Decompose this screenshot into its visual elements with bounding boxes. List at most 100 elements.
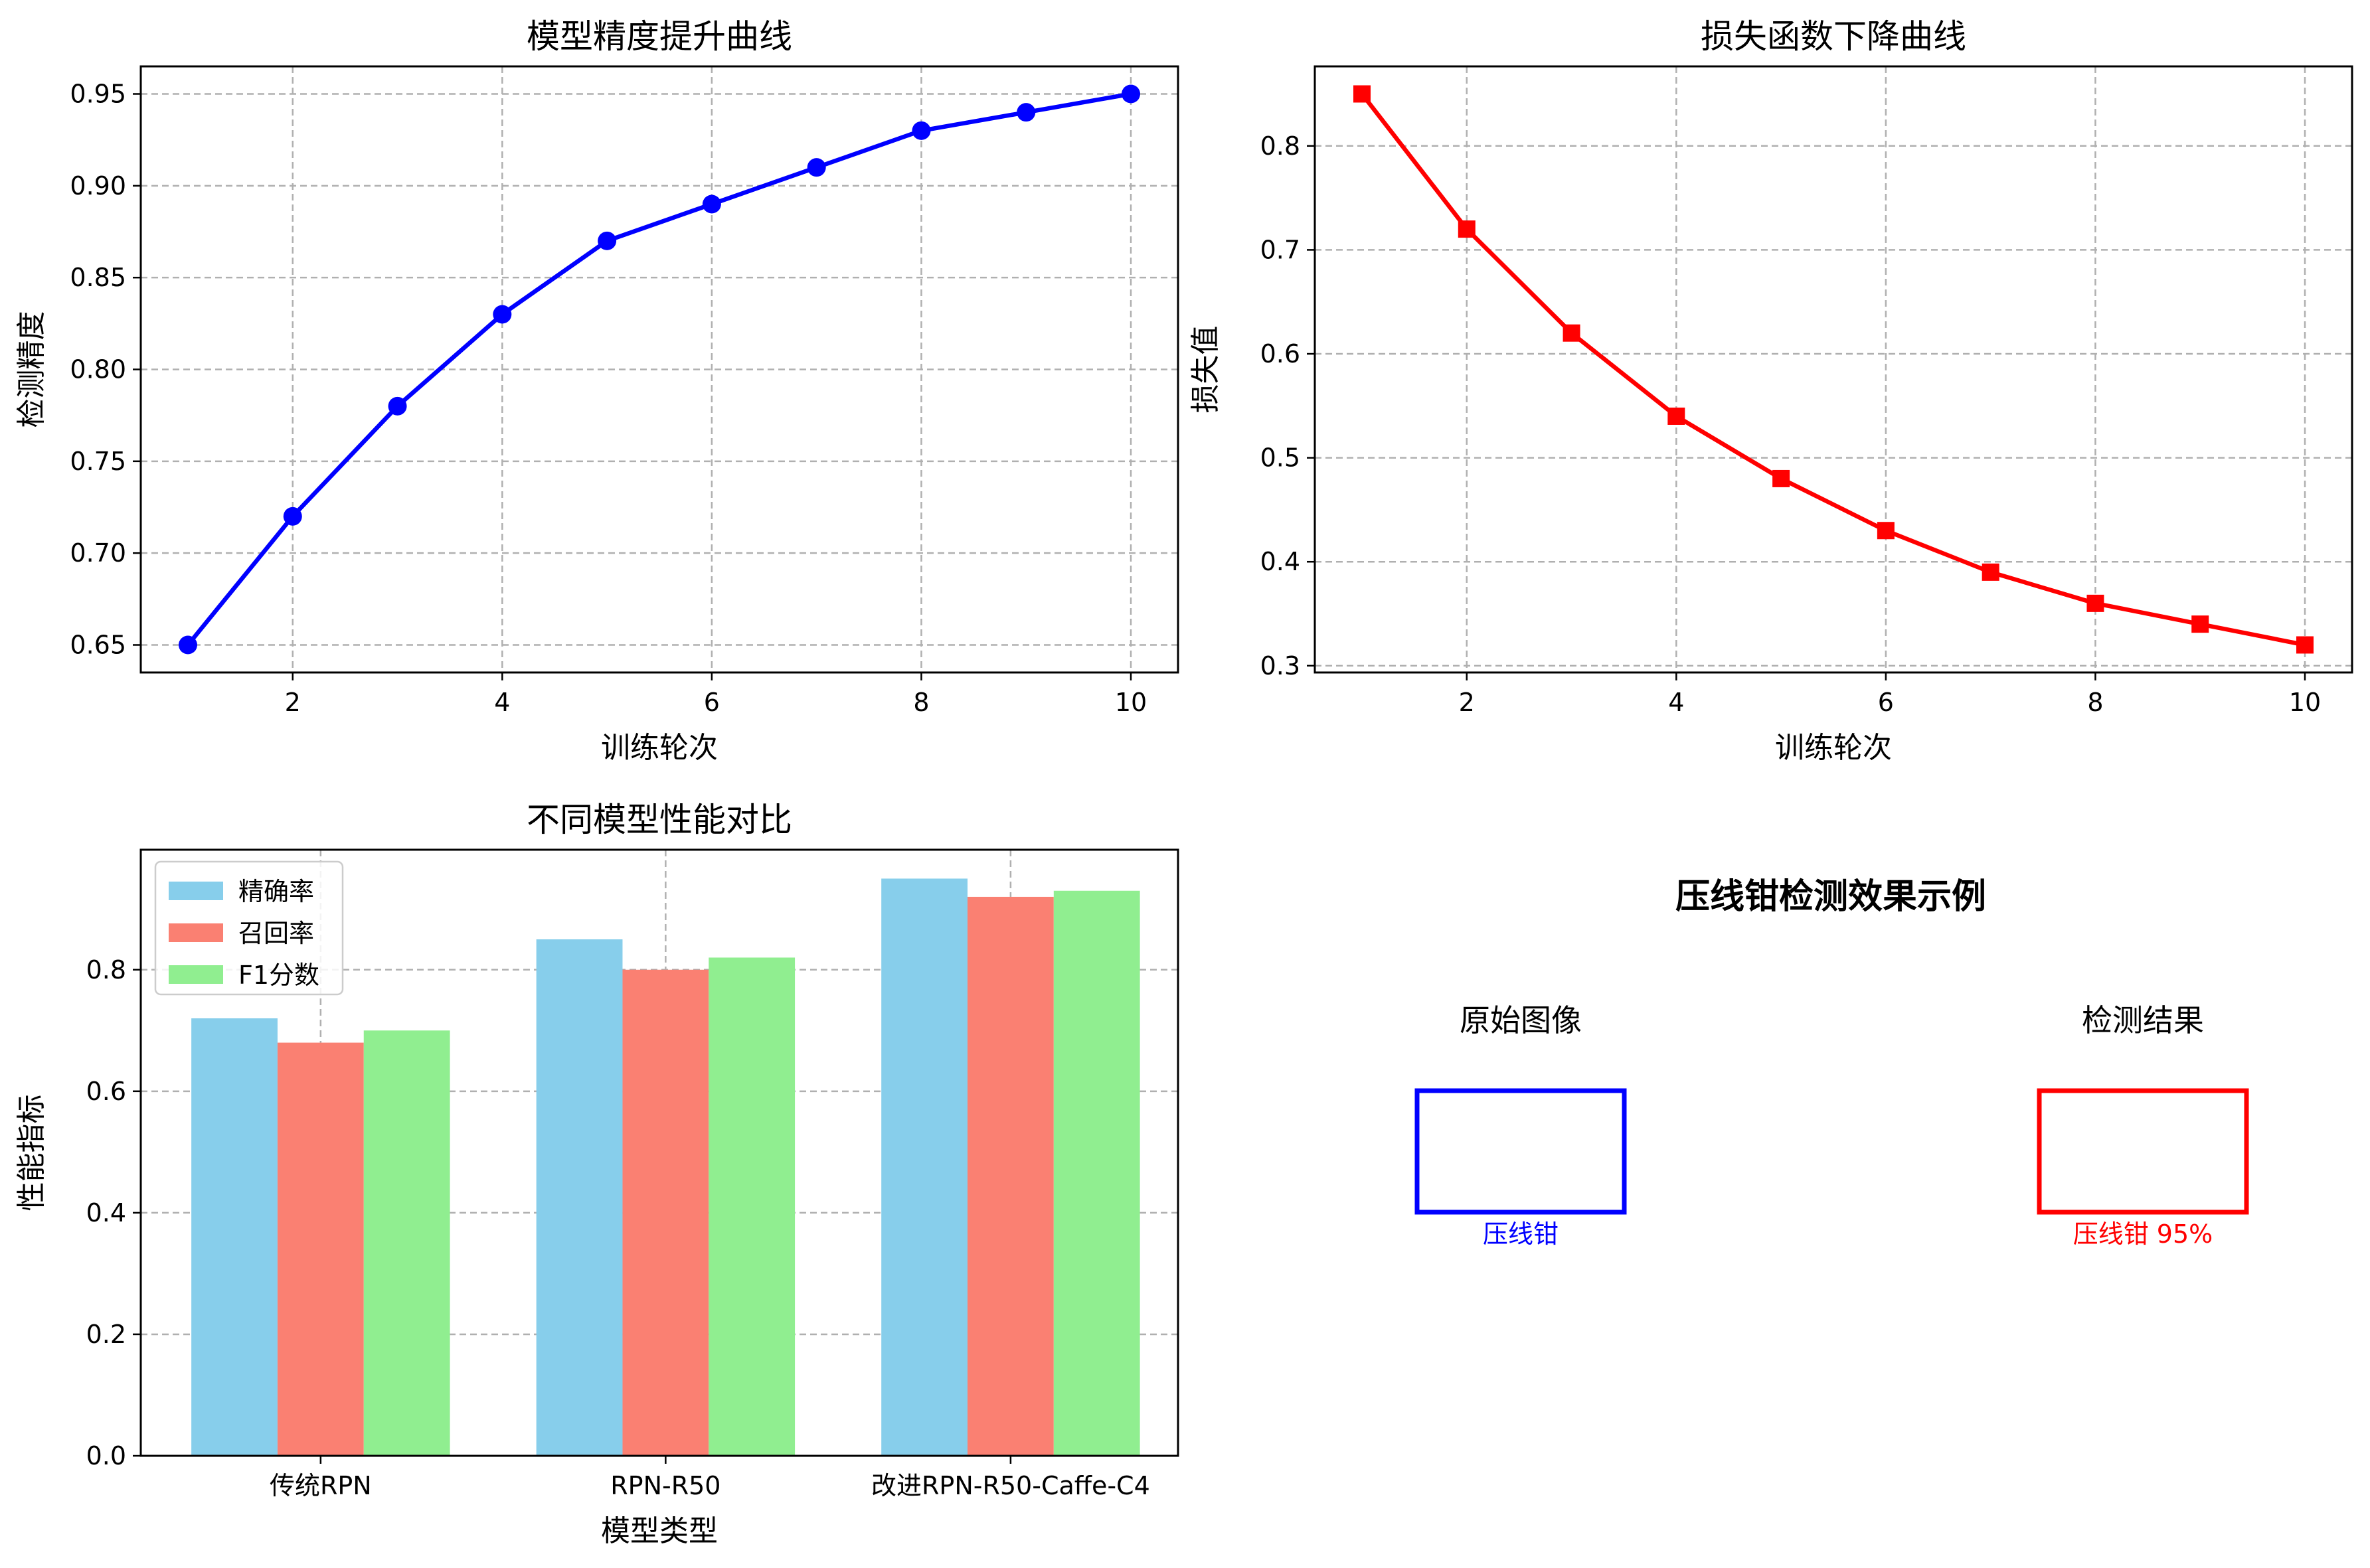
y-tick-label: 0.90: [70, 171, 126, 200]
loss-chart: 0.3 0.4 0.5 0.6 0.7 0.8 2 4 6 8 10 损失函数下降曲线 训练轮次 损…: [1189, 17, 2353, 765]
loss-data-point: [2191, 615, 2209, 633]
accuracy-chart-title: 模型精度提升曲线: [527, 17, 792, 56]
loss-x-axis-label: 训练轮次: [1775, 731, 1892, 765]
y-tick-label: 0.4: [86, 1198, 126, 1227]
accuracy-data-point: [493, 305, 512, 324]
loss-chart-title: 损失函数下降曲线: [1701, 17, 1966, 56]
accuracy-axes-frame: [139, 65, 1179, 674]
accuracy-data-point: [388, 396, 407, 416]
performance-bar: [536, 939, 623, 1456]
performance-bar: [709, 957, 796, 1456]
y-tick-label: 0.3: [1260, 651, 1300, 680]
accuracy-data-point: [1122, 84, 1140, 104]
legend-entry-label: 精确率: [238, 877, 314, 906]
performance-bar: [191, 1018, 278, 1456]
performance-bar: [881, 878, 968, 1456]
x-tick-label: 2: [1459, 688, 1475, 717]
original-box-label: 压线钳: [1483, 1219, 1559, 1249]
legend-swatch: [169, 882, 223, 900]
loss-data-point: [1877, 522, 1895, 540]
accuracy-data-point: [179, 635, 197, 655]
detected-box-label: 压线钳 95%: [2073, 1219, 2213, 1249]
loss-data-point: [1458, 220, 1476, 238]
accuracy-data-point: [1017, 103, 1036, 122]
loss-y-axis-label: 损失值: [1189, 326, 1223, 414]
performance-bar: [622, 969, 709, 1456]
accuracy-data-point: [807, 158, 826, 177]
y-tick-label: 0.95: [70, 80, 126, 109]
detection-result-heading: 检测结果: [2082, 1002, 2204, 1038]
loss-data-point: [1353, 85, 1371, 103]
accuracy-data-point: [912, 121, 931, 140]
legend-swatch: [169, 923, 223, 942]
category-label: RPN-R50: [610, 1471, 720, 1500]
x-tick-label: 4: [1668, 688, 1684, 717]
accuracy-data-point: [702, 195, 721, 214]
performance-y-axis-label: 性能指标: [15, 1095, 48, 1212]
accuracy-y-axis-label: 检测精度: [15, 311, 48, 428]
y-tick-label: 0.7: [1260, 235, 1300, 264]
y-tick-label: 0.65: [70, 631, 126, 660]
y-tick-label: 0.8: [1260, 131, 1300, 161]
loss-data-point: [2086, 594, 2104, 612]
y-tick-label: 0.6: [1260, 339, 1300, 368]
y-tick-label: 0.6: [86, 1077, 126, 1106]
loss-data-point: [2296, 636, 2314, 654]
x-tick-label: 6: [704, 688, 720, 717]
loss-ticks: 0.3 0.4 0.5 0.6 0.7 0.8 2 4 6 8 10: [1260, 131, 2322, 717]
accuracy-x-axis-label: 训练轮次: [601, 731, 718, 765]
performance-axes-frame: [139, 848, 1179, 1457]
category-label: 改进RPN-R50-Caffe-C4: [871, 1471, 1150, 1500]
loss-data-point: [1772, 469, 1790, 487]
detected-bounding-box: [2037, 1088, 2249, 1215]
performance-x-axis-label: 模型类型: [601, 1514, 718, 1548]
accuracy-grid: [141, 66, 1178, 672]
loss-plot: [1353, 85, 2314, 654]
performance-bar-chart: 0.0 0.2 0.4 0.6 0.8 传统RPN RPN-R50 改进RPN-R50-Caf…: [15, 801, 1179, 1548]
accuracy-plot: [179, 84, 1140, 655]
category-label: 传统RPN: [270, 1471, 372, 1500]
performance-bar: [967, 896, 1054, 1456]
legend-entry-label: F1分数: [238, 961, 319, 990]
example-panel-title: 压线钳检测效果示例: [1675, 877, 1986, 917]
x-tick-label: 8: [2087, 688, 2103, 717]
y-tick-label: 0.2: [86, 1320, 126, 1349]
detection-example-panel: 压线钳检测效果示例 原始图像 检测结果 压线钳 压线钳 95%: [1414, 877, 2249, 1249]
y-tick-label: 0.70: [70, 538, 126, 568]
loss-axes-frame: [1313, 65, 2353, 674]
performance-chart-title: 不同模型性能对比: [527, 801, 792, 839]
loss-grid: [1315, 66, 2352, 672]
accuracy-chart: 0.65 0.70 0.75 0.80 0.85 0.90 0.95 2 4 6 8 10 模型精度提…: [15, 17, 1179, 765]
x-tick-label: 2: [285, 688, 301, 717]
performance-bar: [277, 1042, 364, 1456]
performance-bar: [1053, 890, 1140, 1456]
performance-ticks: 0.0 0.2 0.4 0.6 0.8 传统RPN RPN-R50 改进RPN-R50-Caf…: [86, 955, 1150, 1500]
performance-bar: [363, 1030, 450, 1456]
x-tick-label: 8: [913, 688, 929, 717]
legend-swatch: [169, 965, 223, 984]
y-tick-label: 0.80: [70, 355, 126, 384]
y-tick-label: 0.75: [70, 447, 126, 476]
x-tick-label: 10: [1115, 688, 1147, 717]
accuracy-ticks: 0.65 0.70 0.75 0.80 0.85 0.90 0.95 2 4 6 8 10: [70, 80, 1147, 718]
y-tick-label: 0.8: [86, 955, 126, 984]
accuracy-series-line: [186, 92, 1132, 647]
legend-entry-label: 召回率: [238, 919, 314, 948]
original-image-heading: 原始图像: [1460, 1002, 1582, 1038]
y-tick-label: 0.5: [1260, 443, 1300, 473]
x-tick-label: 4: [494, 688, 510, 717]
loss-data-point: [1563, 324, 1580, 342]
loss-data-point: [1982, 563, 1999, 581]
performance-bars: [191, 878, 1140, 1456]
y-tick-label: 0.85: [70, 263, 126, 292]
original-bounding-box: [1414, 1088, 1627, 1215]
accuracy-data-point: [283, 507, 302, 526]
y-tick-label: 0.4: [1260, 547, 1300, 576]
x-tick-label: 10: [2289, 688, 2321, 717]
accuracy-data-point: [598, 231, 617, 250]
y-tick-label: 0.0: [86, 1441, 126, 1470]
loss-series-line: [1360, 92, 2306, 647]
loss-data-point: [1667, 407, 1685, 425]
